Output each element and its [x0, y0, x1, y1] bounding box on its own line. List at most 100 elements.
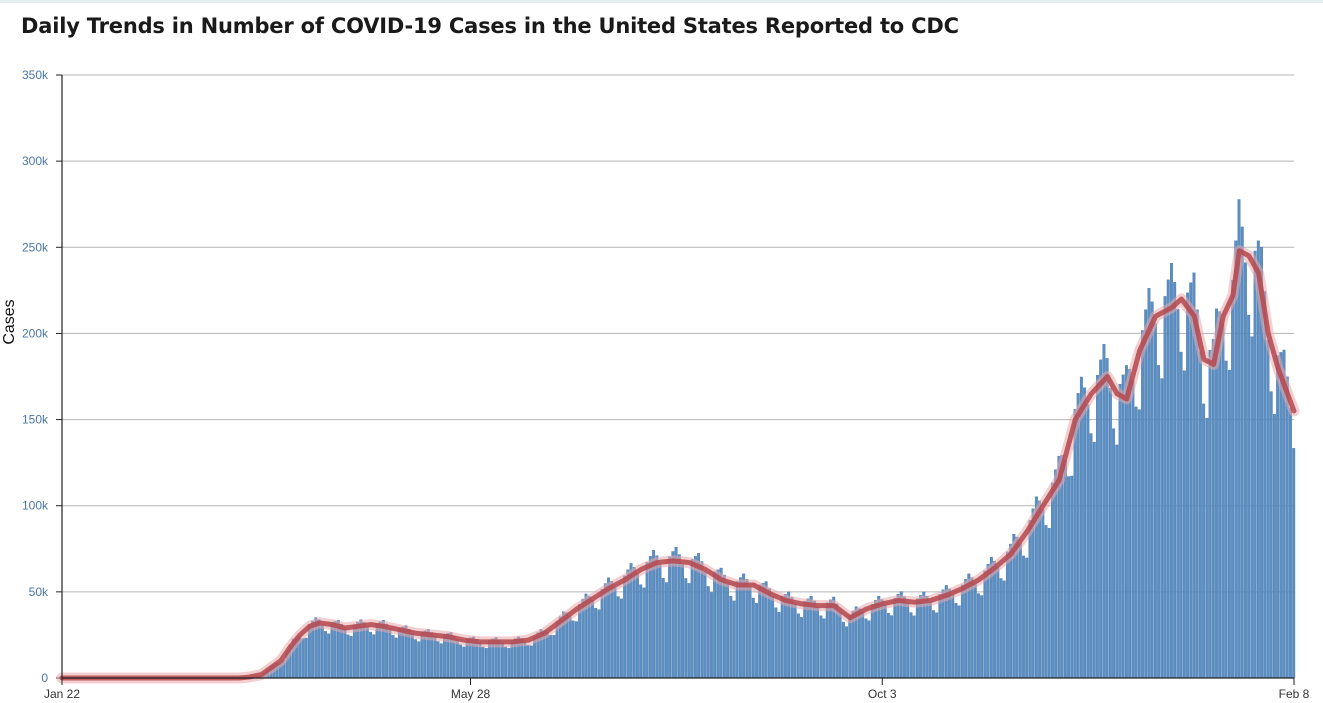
daily-bar	[957, 605, 961, 679]
daily-bar	[767, 588, 771, 679]
daily-bar	[706, 586, 710, 679]
daily-bar	[1289, 407, 1292, 679]
daily-bar	[394, 637, 398, 679]
daily-bar	[616, 596, 620, 679]
daily-bar	[1147, 288, 1151, 679]
y-tick-label: 50k	[29, 585, 49, 599]
daily-bar	[1276, 355, 1280, 679]
daily-bar	[1292, 448, 1296, 679]
daily-bar	[484, 648, 488, 679]
daily-bar	[1221, 323, 1225, 679]
daily-bar	[623, 575, 627, 679]
daily-bar	[1089, 433, 1093, 679]
daily-bar	[301, 638, 305, 679]
daily-bar	[1173, 282, 1177, 679]
x-tick-label: May 28	[451, 687, 491, 701]
daily-bar	[780, 595, 784, 679]
y-tick-label: 300k	[22, 154, 49, 168]
daily-bar	[1060, 455, 1064, 679]
daily-bar	[816, 606, 820, 679]
daily-bar	[410, 633, 414, 679]
daily-bar	[784, 594, 787, 679]
daily-bar	[330, 622, 334, 679]
daily-bar	[1108, 388, 1112, 679]
daily-bar	[343, 628, 347, 679]
daily-bar	[1157, 365, 1161, 679]
daily-bar	[931, 610, 935, 679]
daily-bar	[571, 620, 575, 679]
daily-bar	[700, 561, 704, 679]
daily-bar	[716, 569, 720, 679]
daily-bar	[1041, 509, 1045, 679]
daily-bar	[1009, 543, 1013, 679]
x-axis-ticks: Jan 22 May 28 Oct 3 Feb 8	[44, 678, 1310, 701]
daily-bar	[883, 604, 887, 679]
daily-bar	[1224, 360, 1228, 679]
daily-bar	[977, 593, 980, 679]
daily-bar	[1086, 404, 1090, 679]
daily-bar	[925, 596, 929, 679]
daily-bar	[726, 583, 730, 679]
daily-bar	[684, 578, 688, 679]
daily-bar	[710, 592, 713, 679]
daily-bar	[523, 641, 527, 679]
daily-bar	[1073, 409, 1077, 679]
daily-bar	[594, 607, 598, 679]
daily-bar	[1131, 380, 1135, 679]
daily-bar	[915, 598, 919, 679]
daily-bar	[690, 559, 694, 679]
daily-bar	[748, 586, 752, 679]
daily-bar	[973, 583, 977, 679]
daily-bar	[1050, 482, 1054, 679]
daily-bar	[928, 601, 932, 679]
daily-bar	[1102, 344, 1106, 679]
daily-bar	[1144, 309, 1148, 679]
x-tick-label: Feb 8	[1279, 687, 1310, 701]
daily-bar	[1121, 374, 1125, 679]
daily-bar	[632, 567, 636, 679]
daily-bar	[600, 588, 604, 679]
daily-bar	[1234, 240, 1238, 679]
daily-bar	[970, 577, 974, 679]
daily-bar	[880, 599, 884, 679]
daily-bar	[1227, 369, 1231, 679]
daily-bar	[941, 589, 945, 679]
daily-bar	[1128, 369, 1132, 679]
daily-bar	[693, 556, 697, 679]
trend-line	[56, 245, 1300, 684]
daily-bar	[1272, 414, 1276, 679]
daily-bar	[1044, 525, 1048, 679]
chart-title: Daily Trends in Number of COVID-19 Cases…	[21, 14, 959, 38]
daily-bar	[861, 612, 865, 679]
daily-bar	[1240, 226, 1244, 679]
daily-bar	[796, 613, 800, 679]
daily-bar	[800, 617, 803, 679]
daily-bar	[755, 602, 758, 679]
daily-bar	[919, 595, 923, 679]
daily-bar	[1179, 351, 1183, 679]
axes	[61, 75, 1294, 679]
daily-bar	[462, 646, 466, 679]
daily-bar	[1083, 387, 1087, 679]
daily-bar	[948, 588, 951, 679]
daily-bar	[1112, 428, 1116, 679]
daily-bar	[1105, 358, 1109, 679]
daily-bar	[1047, 528, 1051, 679]
daily-bar	[1263, 291, 1267, 679]
daily-bar	[372, 634, 376, 679]
daily-bar	[365, 625, 369, 679]
daily-bar	[1124, 365, 1128, 679]
daily-bar	[504, 646, 508, 679]
daily-bar	[864, 618, 868, 679]
daily-bar	[661, 577, 665, 679]
daily-bar	[845, 626, 849, 679]
daily-bar	[1250, 336, 1254, 679]
daily-bar	[613, 586, 617, 679]
daily-bar	[838, 611, 842, 679]
daily-bar	[687, 583, 691, 679]
daily-bar	[951, 594, 955, 679]
daily-bar	[1186, 292, 1189, 679]
daily-bar	[870, 604, 874, 679]
daily-bar	[455, 639, 459, 679]
daily-bar	[1150, 301, 1154, 679]
